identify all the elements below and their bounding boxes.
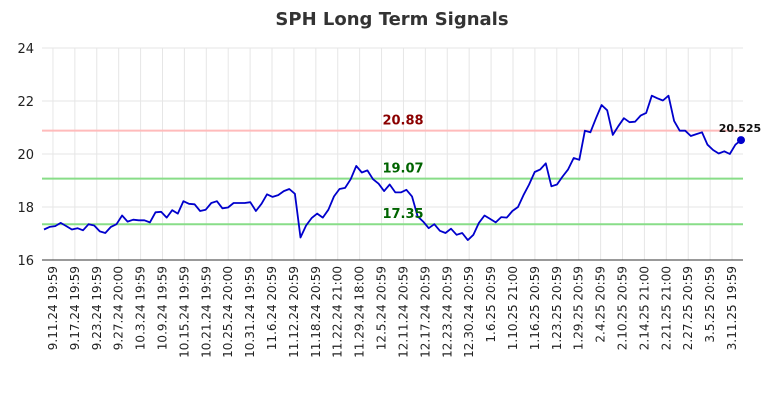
- signal-levels: [42, 129, 743, 226]
- x-tick-label: 1.16.25 20:59: [528, 266, 542, 350]
- x-tick-label: 2.27.25 20:59: [681, 266, 695, 350]
- x-tick-label: 9.27.24 20:00: [112, 266, 126, 350]
- x-tick-label: 12.5.24 20:59: [375, 266, 389, 350]
- y-tick-label: 22: [17, 95, 34, 110]
- x-tick-label: 2.10.25 20:59: [616, 266, 630, 350]
- y-tick-label: 24: [17, 42, 34, 57]
- last-value-point: [737, 136, 745, 145]
- x-tick-label: 11.22.24 21:00: [331, 266, 345, 358]
- y-tick-label: 16: [17, 254, 34, 269]
- x-tick-label: 9.23.24 19:59: [90, 266, 104, 350]
- x-tick-label: 1.10.25 21:00: [506, 266, 520, 350]
- x-tick-label: 10.9.24 19:59: [155, 266, 169, 350]
- x-tick-label: 3.5.25 20:59: [703, 266, 717, 343]
- y-tick-label: 20: [17, 148, 34, 163]
- x-tick-label: 10.25.24 20:00: [221, 266, 235, 358]
- x-tick-label: 11.6.24 20:59: [265, 266, 279, 350]
- grid: [42, 47, 743, 261]
- x-tick-label: 2.4.25 20:59: [594, 266, 608, 343]
- signal-level-label: 17.35: [382, 207, 423, 222]
- x-tick-label: 1.23.25 20:59: [550, 266, 564, 350]
- x-tick-label: 12.11.24 20:59: [396, 266, 410, 358]
- series-group: [43, 94, 742, 242]
- x-tick-label: 11.18.24 20:59: [309, 266, 323, 358]
- x-tick-label: 10.3.24 19:59: [134, 266, 148, 350]
- x-tick-label: 10.31.24 19:59: [243, 266, 257, 358]
- x-tick-label: 3.11.25 19:59: [725, 266, 739, 350]
- signal-level-label: 19.07: [382, 162, 423, 177]
- x-axis-ticks: 9.11.24 19:59 9.17.24 19:59 9.23.24 19:59 9…: [46, 266, 739, 358]
- signal-level-label: 20.88: [382, 114, 423, 129]
- x-tick-label: 12.17.24 20:59: [418, 266, 432, 358]
- last-value-marker: 20.525: [719, 122, 761, 145]
- x-tick-label: 1.6.25 20:59: [484, 266, 498, 343]
- signal-level-labels: 20.88 19.07 17.35: [382, 114, 423, 223]
- last-value-label: 20.525: [719, 122, 761, 135]
- y-tick-label: 18: [17, 201, 34, 216]
- x-tick-label: 11.12.24 20:59: [287, 266, 301, 358]
- x-tick-label: 9.17.24 19:59: [68, 266, 82, 350]
- x-tick-label: 10.21.24 19:59: [199, 266, 213, 358]
- x-tick-label: 9.11.24 19:59: [46, 266, 60, 350]
- x-tick-label: 2.21.25 21:00: [659, 266, 673, 350]
- x-tick-label: 12.23.24 20:59: [440, 266, 454, 358]
- chart-title: SPH Long Term Signals: [275, 9, 508, 30]
- x-tick-label: 2.14.25 21:00: [637, 266, 651, 350]
- price-series-line: [43, 94, 742, 242]
- x-tick-label: 10.15.24 19:59: [177, 266, 191, 358]
- x-tick-label: 12.30.24 20:59: [462, 266, 476, 358]
- x-tick-label: 1.29.25 20:59: [572, 266, 586, 350]
- y-axis-ticks: 16 18 20 22 24: [17, 42, 34, 269]
- x-tick-label: 11.29.24 18:00: [353, 266, 367, 358]
